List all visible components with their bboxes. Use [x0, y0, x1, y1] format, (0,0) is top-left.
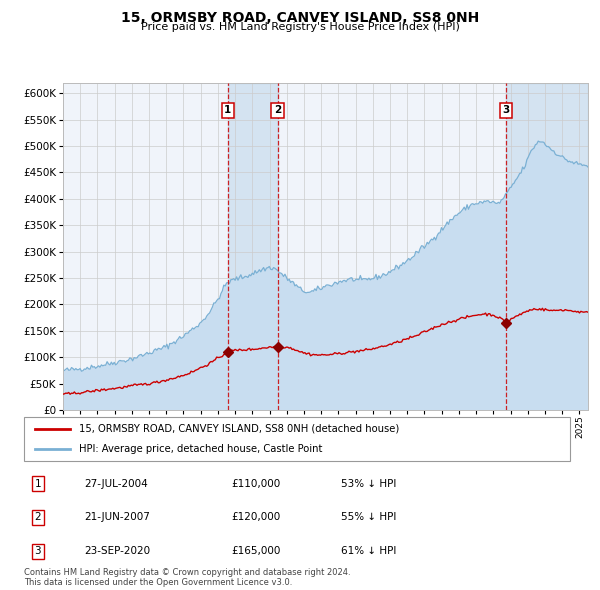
Text: 1: 1 — [224, 106, 232, 116]
Text: £110,000: £110,000 — [232, 478, 281, 489]
Text: 21-JUN-2007: 21-JUN-2007 — [84, 512, 150, 522]
Text: HPI: Average price, detached house, Castle Point: HPI: Average price, detached house, Cast… — [79, 444, 322, 454]
Text: 3: 3 — [502, 106, 509, 116]
Text: 1: 1 — [34, 478, 41, 489]
Text: Contains HM Land Registry data © Crown copyright and database right 2024.
This d: Contains HM Land Registry data © Crown c… — [24, 568, 350, 587]
FancyBboxPatch shape — [24, 417, 570, 461]
Text: £120,000: £120,000 — [232, 512, 281, 522]
Bar — [506, 83, 588, 410]
Bar — [228, 83, 278, 410]
Text: Price paid vs. HM Land Registry's House Price Index (HPI): Price paid vs. HM Land Registry's House … — [140, 22, 460, 32]
Text: 15, ORMSBY ROAD, CANVEY ISLAND, SS8 0NH: 15, ORMSBY ROAD, CANVEY ISLAND, SS8 0NH — [121, 11, 479, 25]
Text: 2: 2 — [34, 512, 41, 522]
Text: 23-SEP-2020: 23-SEP-2020 — [84, 546, 150, 556]
Text: 53% ↓ HPI: 53% ↓ HPI — [341, 478, 396, 489]
Text: £165,000: £165,000 — [232, 546, 281, 556]
Text: 2: 2 — [274, 106, 281, 116]
Text: 55% ↓ HPI: 55% ↓ HPI — [341, 512, 396, 522]
Text: 27-JUL-2004: 27-JUL-2004 — [84, 478, 148, 489]
Text: 15, ORMSBY ROAD, CANVEY ISLAND, SS8 0NH (detached house): 15, ORMSBY ROAD, CANVEY ISLAND, SS8 0NH … — [79, 424, 399, 434]
Text: 61% ↓ HPI: 61% ↓ HPI — [341, 546, 396, 556]
Text: 3: 3 — [34, 546, 41, 556]
